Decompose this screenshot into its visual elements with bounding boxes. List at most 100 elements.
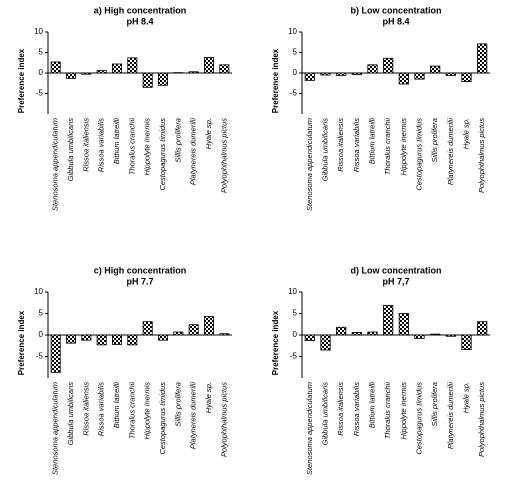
x-tick-label: Rissoa italiensis	[336, 382, 345, 436]
x-tick-label: Bittium latreilli	[367, 118, 376, 165]
y-tick-label: 5	[39, 48, 44, 57]
x-tick-label: Sillis prolifera	[430, 118, 439, 163]
bar	[112, 334, 123, 345]
bar	[320, 334, 331, 351]
x-tick-label: Hippolyte inermis	[143, 118, 152, 176]
x-tick-label: Platynereis dumerilii	[446, 118, 455, 185]
bar	[414, 334, 425, 339]
x-tick-label: Rissoa variabilis	[97, 118, 106, 172]
x-tick-label: Platynereis dumerilii	[189, 382, 198, 449]
x-tick-label: Gibbula umbilicaris	[320, 382, 329, 446]
bar	[173, 331, 184, 336]
x-tick-label: Cestopagurus timidus	[414, 382, 423, 455]
x-tick-label: Polyophthalmus pictus	[477, 118, 486, 193]
bar	[430, 333, 441, 336]
bar	[367, 331, 378, 336]
bar	[383, 304, 394, 336]
y-tick-label: 5	[39, 309, 44, 318]
x-tick-label: Gibbula umbilicaris	[320, 118, 329, 182]
x-tick-label: Hippolyte inermis	[399, 118, 408, 176]
bar	[96, 334, 107, 346]
bar	[96, 70, 107, 74]
bar	[304, 334, 315, 341]
x-tick-label: Platynereis dumerilii	[446, 382, 455, 449]
chart-subtitle: pH 7,7	[382, 276, 409, 286]
x-tick-label: Sillis prolifera	[173, 382, 182, 427]
y-tick-label: 0	[39, 68, 44, 77]
x-tick-label: Hyale sp.	[461, 382, 470, 413]
bar	[127, 334, 138, 346]
y-tick-label: 0	[293, 330, 298, 339]
x-tick-label: Rissoa italiensis	[336, 118, 345, 172]
chart-title: d) Low concentration	[351, 265, 442, 275]
bar	[219, 64, 230, 74]
x-tick-label: Bittium latreilli	[367, 382, 376, 429]
bar	[351, 72, 362, 76]
bar	[66, 72, 77, 79]
bar	[157, 72, 168, 86]
bar	[219, 333, 230, 336]
bar	[142, 72, 153, 88]
chart-title: a) High concentration	[94, 5, 187, 15]
y-tick-label: 5	[293, 48, 298, 57]
x-tick-label: Rissoa variabilis	[352, 118, 361, 172]
x-tick-label: Cestopagurus timidus	[158, 118, 167, 191]
bar	[351, 332, 362, 336]
y-tick-label: 5	[293, 309, 298, 318]
bar	[66, 334, 77, 344]
bar	[383, 57, 394, 74]
y-tick-label: -5	[290, 352, 298, 361]
bar	[445, 72, 456, 76]
x-tick-label: Thoralus cranchii	[127, 382, 136, 439]
chart-title: b) Low concentration	[351, 5, 442, 15]
bar	[461, 72, 472, 83]
x-tick-label: Thoralus cranchii	[127, 118, 136, 175]
chart-subtitle: pH 7.7	[126, 276, 153, 286]
x-tick-label: Rissoa variabilis	[97, 382, 106, 436]
x-tick-label: Platynereis dumerilii	[189, 118, 198, 185]
bar	[477, 43, 488, 74]
bar	[398, 72, 409, 85]
x-tick-label: Stenosoma appendiculatum	[305, 118, 314, 211]
y-tick-label: 10	[34, 287, 43, 296]
bar	[50, 61, 61, 74]
x-tick-label: Thoralus cranchii	[383, 118, 392, 175]
x-tick-label: Rissoa italiensis	[81, 382, 90, 436]
bar	[336, 72, 347, 76]
bar	[304, 72, 315, 81]
y-tick-label: -5	[36, 352, 44, 361]
x-tick-label: Cestopagurus timidus	[158, 382, 167, 455]
x-tick-label: Cestopagurus timidus	[414, 118, 423, 191]
x-tick-label: Rissoa variabilis	[352, 382, 361, 436]
chart-subtitle: pH 8.4	[126, 16, 153, 26]
bar	[203, 316, 214, 336]
bar	[477, 321, 488, 336]
x-tick-label: Bittium latreilli	[112, 118, 121, 165]
x-tick-label: Hyale sp.	[204, 382, 213, 413]
x-tick-label: Polyophthalmus pictus	[477, 382, 486, 457]
bar	[112, 63, 123, 74]
x-tick-label: Bittium latreilli	[112, 382, 121, 429]
y-tick-label: -5	[36, 89, 44, 98]
bar	[320, 72, 331, 76]
bar	[188, 71, 199, 74]
bar	[414, 72, 425, 80]
y-axis-label: Preference index	[17, 48, 26, 113]
x-tick-label: Hyale sp.	[204, 118, 213, 149]
x-tick-label: Hyale sp.	[461, 118, 470, 149]
x-tick-label: Stenosoma appendiculatum	[51, 118, 60, 211]
bar	[430, 65, 441, 74]
y-tick-label: -5	[290, 89, 298, 98]
x-tick-label: Hippolyte inermis	[399, 382, 408, 440]
x-tick-label: Rissoa italiensis	[81, 118, 90, 172]
bar	[50, 334, 61, 373]
bar	[461, 334, 472, 351]
bar	[188, 324, 199, 336]
bar	[398, 313, 409, 336]
y-axis-label: Preference index	[271, 48, 280, 113]
bar	[81, 72, 92, 75]
x-tick-label: Gibbula umbilicaris	[66, 382, 75, 446]
bar	[157, 334, 168, 341]
y-tick-label: 10	[34, 27, 43, 36]
y-tick-label: 0	[39, 330, 44, 339]
